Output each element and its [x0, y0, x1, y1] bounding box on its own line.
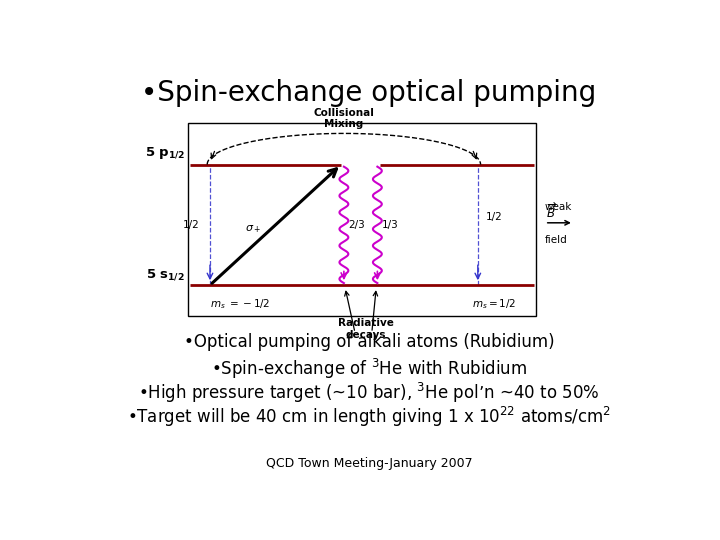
Text: $m_s = 1/2$: $m_s = 1/2$	[472, 297, 516, 310]
Text: weak: weak	[545, 202, 572, 212]
Text: 1/2: 1/2	[486, 212, 503, 221]
Text: $\sigma_+$: $\sigma_+$	[245, 223, 261, 235]
Text: QCD Town Meeting-January 2007: QCD Town Meeting-January 2007	[266, 457, 472, 470]
Text: 1/2: 1/2	[183, 220, 200, 230]
Text: 1/3: 1/3	[382, 220, 399, 230]
Text: •Optical pumping of alkali atoms (Rubidium): •Optical pumping of alkali atoms (Rubidi…	[184, 333, 554, 351]
Text: $\overrightarrow{B}$: $\overrightarrow{B}$	[546, 201, 558, 221]
Text: field: field	[545, 235, 567, 245]
Bar	[188, 123, 536, 316]
Text: •High pressure target (~10 bar), $^3$He pol’n ~40 to 50%: •High pressure target (~10 bar), $^3$He …	[138, 381, 600, 406]
Text: $m_s\ = -1/2$: $m_s\ = -1/2$	[210, 297, 270, 310]
Text: Collisional
Mixing: Collisional Mixing	[313, 107, 374, 129]
Text: Radiative
decays: Radiative decays	[338, 319, 394, 340]
Text: $\mathbf{5\ s_{1/2}}$: $\mathbf{5\ s_{1/2}}$	[146, 267, 185, 282]
Text: 2/3: 2/3	[348, 220, 365, 230]
Text: •Target will be 40 cm in length giving 1 x $10^{22}$ atoms/cm$^2$: •Target will be 40 cm in length giving 1…	[127, 406, 611, 429]
Text: •Spin-exchange optical pumping: •Spin-exchange optical pumping	[141, 79, 597, 107]
Text: $\mathbf{5\ p_{1/2}}$: $\mathbf{5\ p_{1/2}}$	[145, 146, 185, 161]
Text: •Spin-exchange of $^3$He with Rubidium: •Spin-exchange of $^3$He with Rubidium	[211, 357, 527, 381]
